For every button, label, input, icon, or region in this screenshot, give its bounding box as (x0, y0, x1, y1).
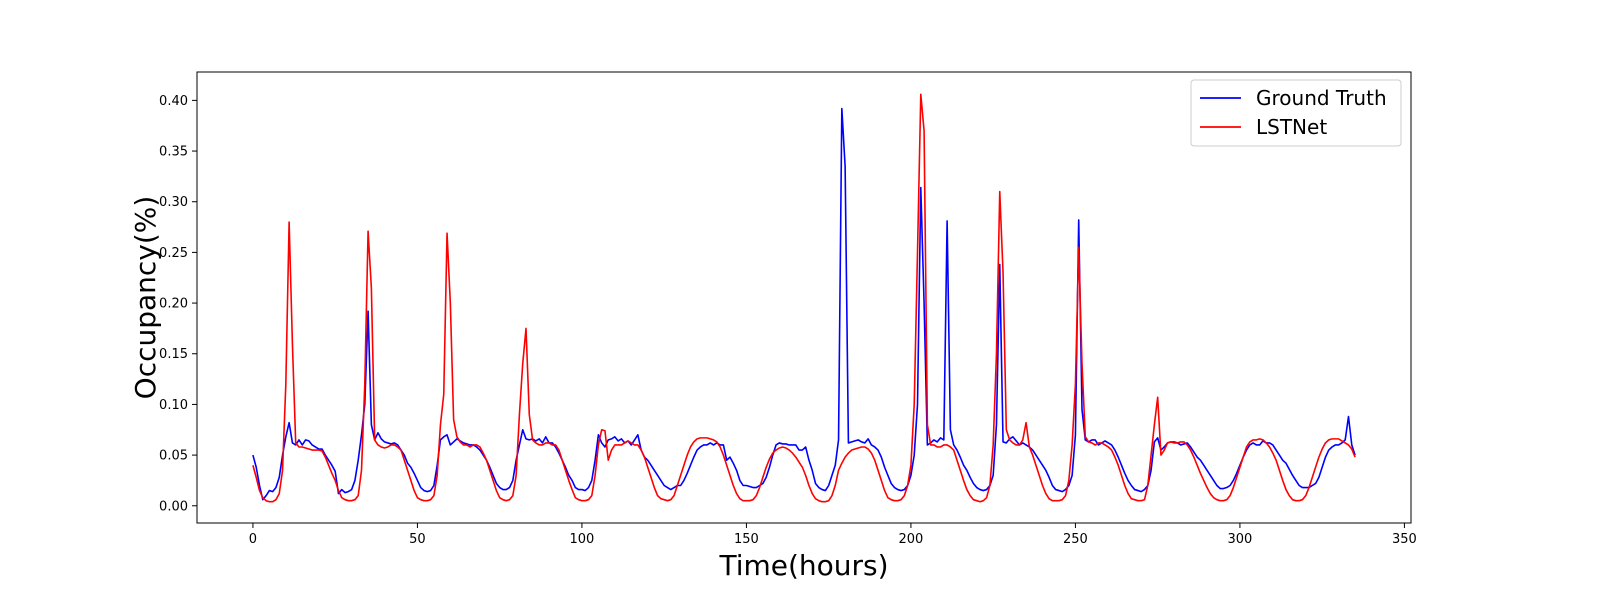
y-tick-label: 0.15 (159, 347, 188, 362)
x-tick-label: 300 (1228, 532, 1253, 547)
x-tick-label: 200 (899, 532, 924, 547)
y-tick-label: 0.20 (159, 297, 188, 312)
x-axis: 0 50 100 150 200 250 300 350 (249, 523, 1417, 547)
y-tick-label: 0.05 (159, 449, 188, 464)
x-tick-label: 0 (249, 532, 257, 547)
y-tick-label: 0.30 (159, 195, 188, 210)
x-tick-label: 150 (734, 532, 759, 547)
legend[interactable]: Ground Truth LSTNet (1190, 79, 1402, 147)
x-tick-label: 50 (409, 532, 426, 547)
y-tick-label: 0.40 (159, 94, 188, 109)
x-axis-title: Time(hours) (718, 549, 888, 582)
y-tick-label: 0.10 (159, 398, 188, 413)
legend-label: Ground Truth (1256, 86, 1387, 110)
y-tick-label: 0.35 (159, 145, 188, 160)
series-line-lstnet (252, 93, 1356, 503)
series-layer (252, 93, 1356, 503)
plot-area-frame (196, 71, 1412, 524)
y-axis: 0.00 0.05 0.10 0.15 0.20 0.25 0.30 0.35 0.40 (159, 94, 197, 514)
x-tick-label: 350 (1392, 532, 1417, 547)
y-tick-label: 0.25 (159, 246, 188, 261)
legend-label: LSTNet (1256, 115, 1327, 139)
x-tick-label: 100 (570, 532, 595, 547)
legend-box (1190, 79, 1402, 147)
x-tick-label: 250 (1063, 532, 1088, 547)
y-axis-title: Occupancy(%) (129, 196, 162, 400)
y-tick-label: 0.00 (159, 499, 188, 514)
